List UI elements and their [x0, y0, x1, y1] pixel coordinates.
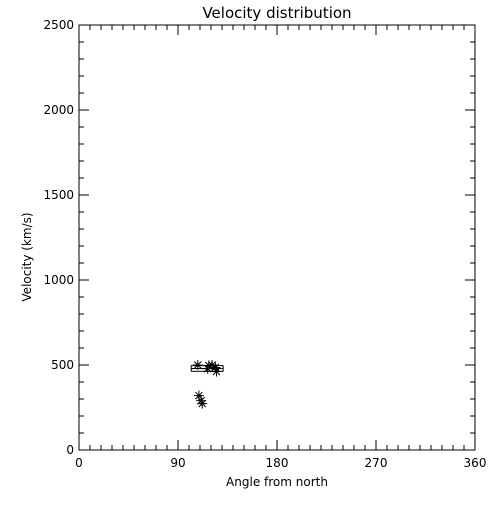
- plot-frame: [78, 24, 476, 451]
- x-tick-label: 180: [266, 456, 289, 470]
- axes: [78, 24, 476, 451]
- data-points: [192, 360, 222, 409]
- y-tick-label: 0: [66, 443, 74, 457]
- y-tick-label: 500: [51, 358, 74, 372]
- x-tick-label: 90: [170, 456, 185, 470]
- tick-labels: 0 90 180 270 360 0 500 1000 1500 2000 2500: [43, 18, 486, 470]
- y-tick-label: 2000: [43, 103, 74, 117]
- x-tick-label: 0: [75, 456, 83, 470]
- chart-title: Velocity distribution: [202, 4, 351, 22]
- x-tick-label: 360: [464, 456, 487, 470]
- y-axis-label: Velocity (km/s): [20, 212, 34, 301]
- ticks: [78, 24, 476, 451]
- data-point: [192, 360, 203, 370]
- y-tick-label: 1500: [43, 188, 74, 202]
- x-axis-label: Angle from north: [226, 475, 328, 489]
- data-point: [211, 366, 222, 377]
- data-point: [197, 398, 208, 409]
- data-point: [202, 363, 213, 374]
- x-tick-label: 270: [365, 456, 388, 470]
- y-tick-label: 2500: [43, 18, 74, 32]
- y-tick-label: 1000: [43, 273, 74, 287]
